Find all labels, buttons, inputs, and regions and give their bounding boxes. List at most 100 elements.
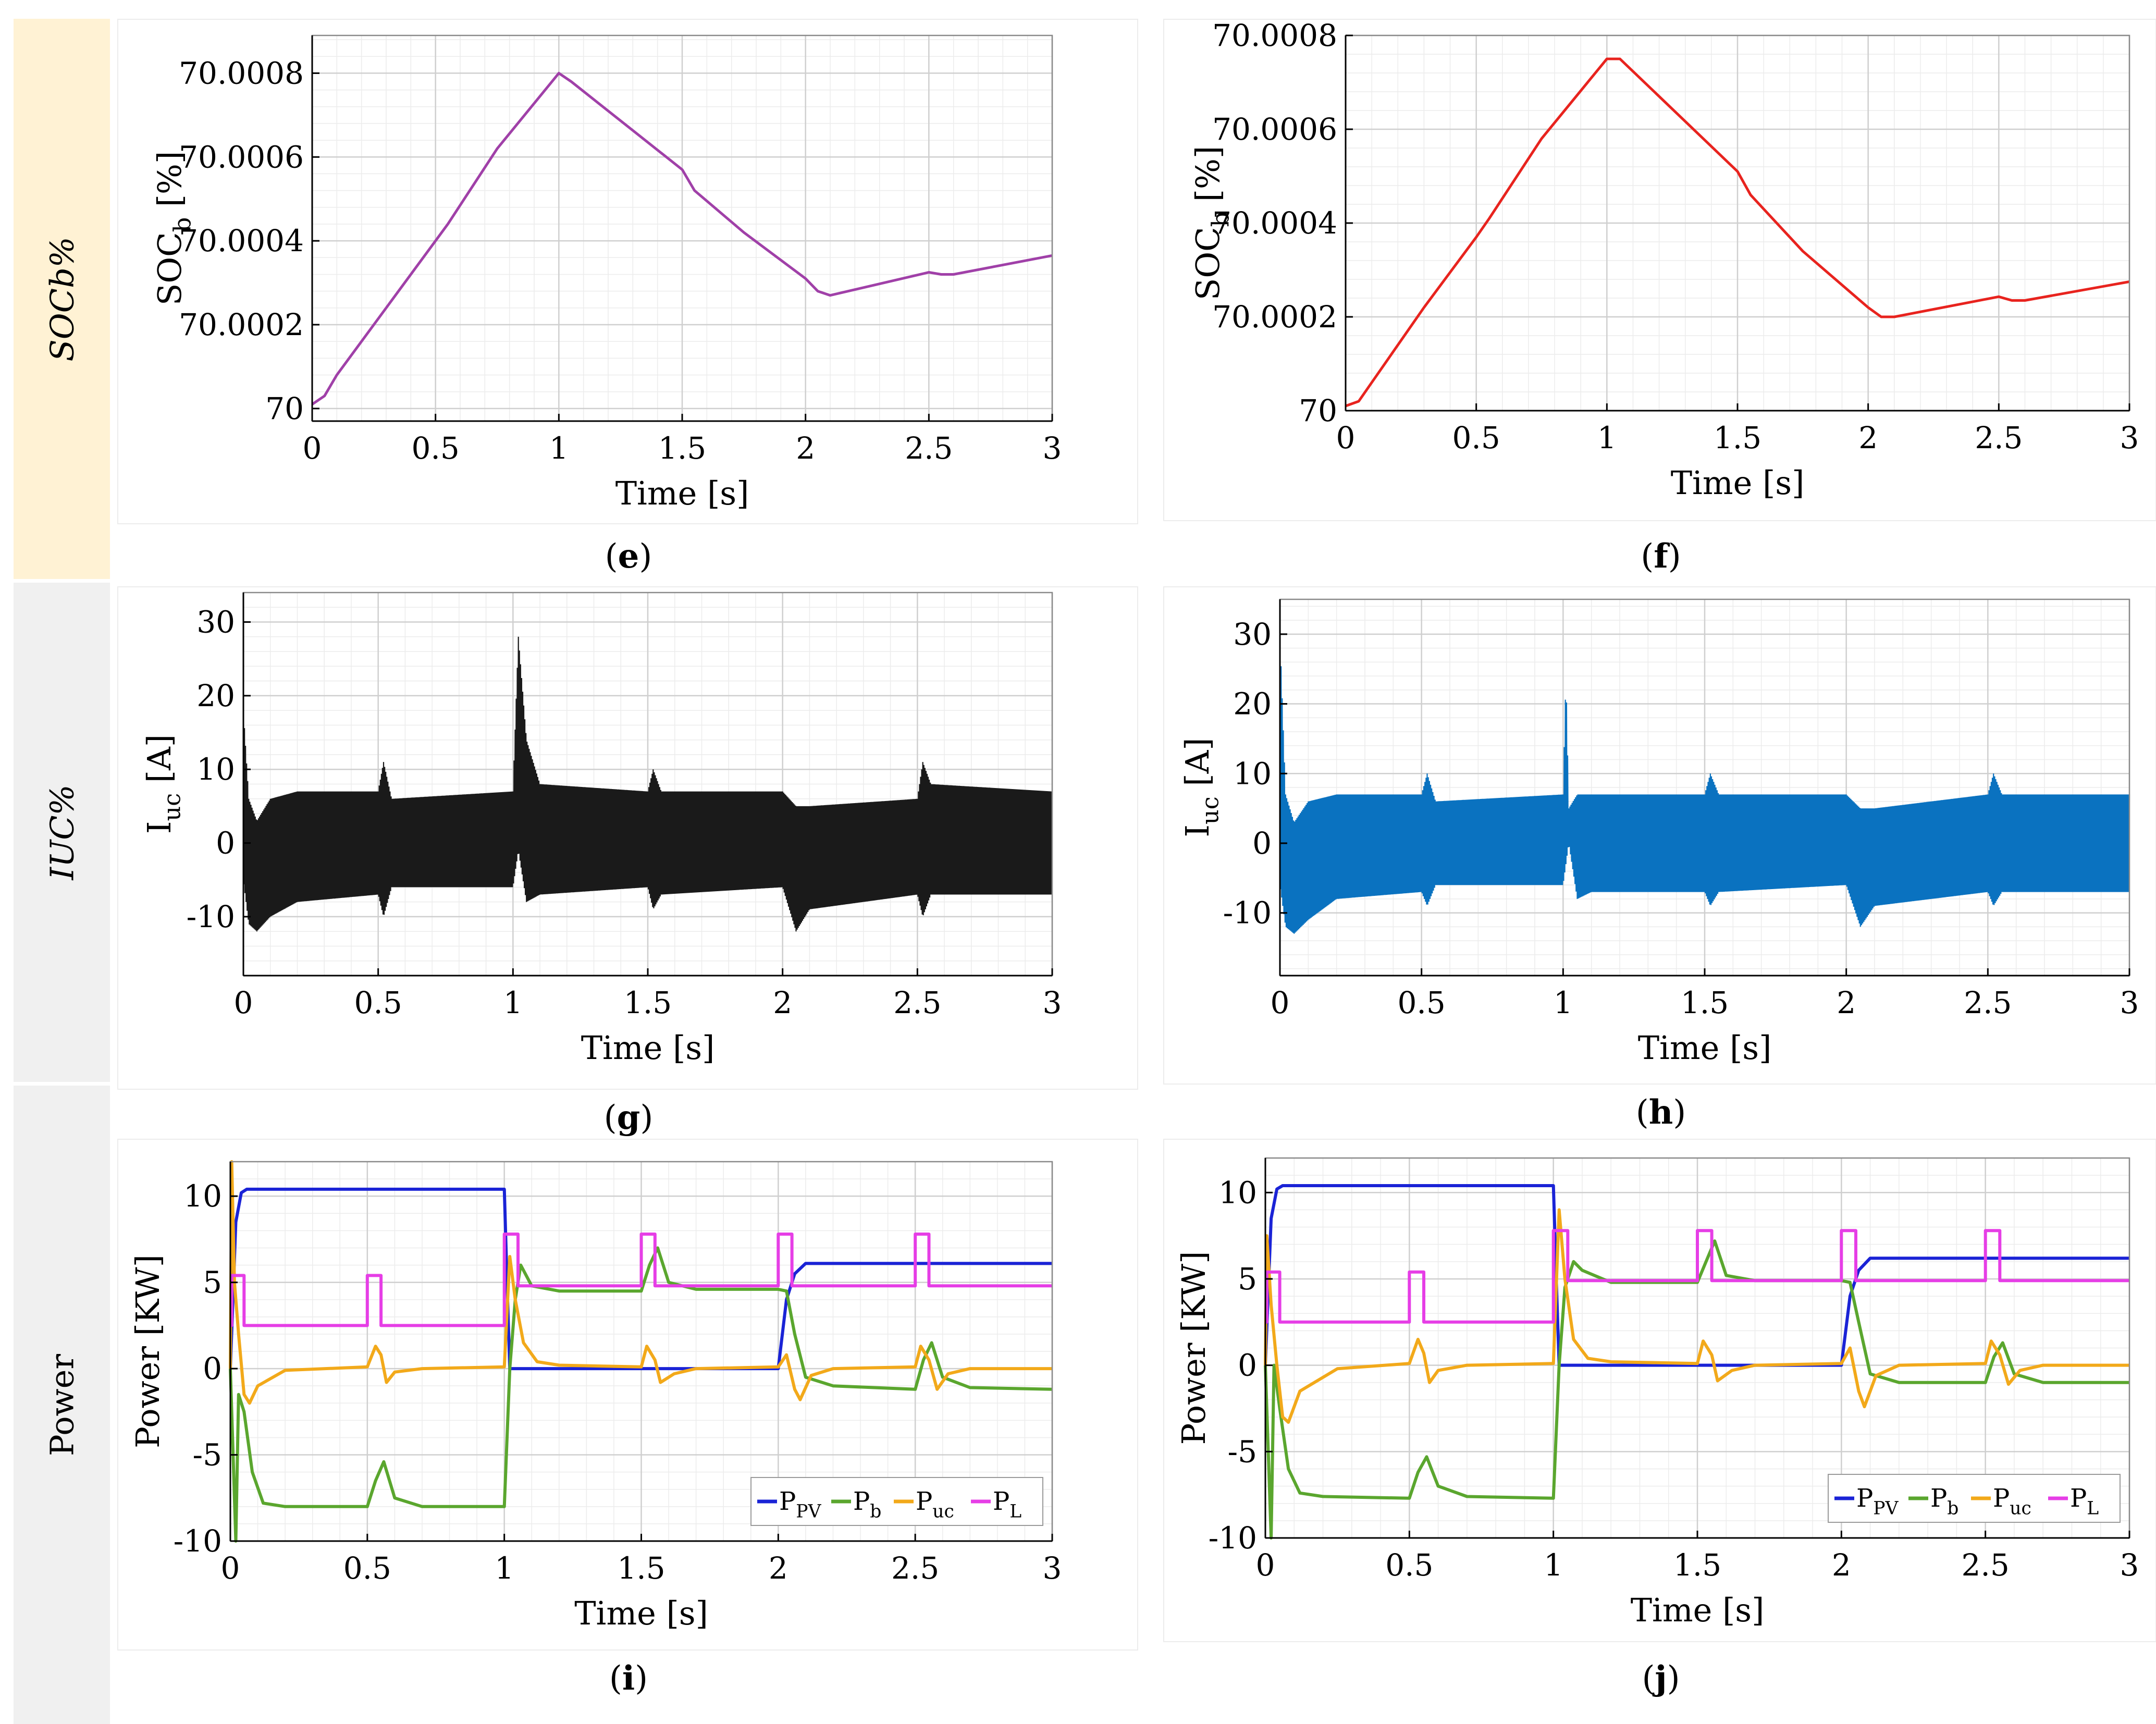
caption-e-letter: e [618,537,639,576]
y-axis-label: Power [KW] [129,1254,167,1448]
x-tick-label: 2 [773,985,792,1020]
y-tick-label: -10 [187,899,235,934]
y-tick-label: 70.0006 [179,139,304,175]
x-tick-label: 1.5 [1714,420,1761,455]
chart-h: 0 0.5 1 1.5 2 2.5 3 -10 0 10 20 30 Time [s] Iuc [A] [1178,598,2139,1067]
caption-i-letter: i [622,1659,635,1698]
row-label-power-text: Power [43,1353,81,1456]
legend-label-P_L: PL [2070,1484,2099,1519]
y-tick-label: 10 [1233,756,1272,791]
y-axis-label: SOCb [%] [151,151,196,305]
legend-label-P_uc: Puc [916,1487,954,1522]
row-label-power: Power [14,1086,110,1724]
x-tick-label: 0 [1271,985,1290,1020]
y-tick-label: 70 [265,391,304,426]
caption-h-letter: h [1648,1093,1673,1132]
row-label-iuc: IUC% [14,583,110,1082]
y-tick-label: 70.0004 [1212,205,1337,241]
chart-panel-h: 0 0.5 1 1.5 2 2.5 3 -10 0 10 20 30 Time [s] Iuc [A] [1163,586,2156,1085]
x-tick-label: 2.5 [1975,420,2023,455]
x-axis-label: Time [s] [1638,1029,1772,1067]
legend-label-P_PV: PPV [779,1487,822,1522]
x-tick-label: 1.5 [1681,985,1729,1020]
caption-g-letter: g [617,1098,640,1137]
x-axis-label: Time [s] [574,1594,708,1632]
y-tick-label: 5 [203,1265,222,1300]
y-tick-label: -10 [174,1523,222,1559]
series-line-P_b [229,1246,1053,1543]
legend-label-P_b: Pb [1930,1484,1958,1519]
chart-f: 0 0.5 1 1.5 2 2.5 3 70 70.0002 70.0004 70.0006 70.0… [1189,20,2139,502]
y-tick-label: 5 [1238,1261,1257,1297]
series-line-iuc_h [1279,634,2130,934]
series-line-P_PV [229,1187,1052,1371]
y-axis-label: Power [KW] [1175,1251,1213,1445]
series-line-P_PV [1264,1184,2129,1367]
chart-panel-e: 0 0.5 1 1.5 2 2.5 3 70 70.0002 70.0004 70.0006 70.0… [117,19,1138,524]
x-tick-label: 1 [1597,420,1617,455]
y-tick-label: 30 [196,605,235,640]
y-tick-label: 20 [196,678,235,713]
y-tick-label: 30 [1233,617,1272,652]
series-line-iuc_g [242,636,1053,932]
chart-e: 0 0.5 1 1.5 2 2.5 3 70 70.0002 70.0004 70.0006 70.0… [151,34,1062,512]
y-tick-label: 0 [1238,1348,1257,1383]
series-line-soc_f [1345,57,2130,408]
x-tick-label: 1.5 [624,985,672,1020]
chart-panel-j: 0 0.5 1 1.5 2 2.5 3 -10 -5 0 5 10 Time [s] Power [KW]… [1163,1139,2156,1642]
x-tick-label: 0.5 [354,985,402,1020]
chart-panel-g: 0 0.5 1 1.5 2 2.5 3 -10 0 10 20 30 Time [s] Iuc [A] [117,586,1138,1090]
x-tick-label: 3 [2120,985,2139,1020]
x-tick-label: 1.5 [617,1550,665,1586]
y-axis-label: Iuc [A] [1178,737,1224,837]
x-tick-label: 1 [1554,985,1573,1020]
chart-panel-f: 0 0.5 1 1.5 2 2.5 3 70 70.0002 70.0004 70.0006 70.0… [1163,19,2156,521]
y-tick-label: 10 [196,752,235,787]
legend-label-P_b: Pb [853,1487,881,1522]
row-label-iuc-text: IUC% [43,784,81,880]
y-tick-label: -5 [1228,1434,1258,1469]
y-tick-label: 10 [1218,1175,1257,1210]
y-tick-label: 0 [203,1351,222,1386]
y-tick-label: 70.0004 [179,223,304,258]
caption-f: (f) [1641,537,1681,576]
y-tick-label: -10 [1223,895,1272,931]
legend-label-P_L: PL [993,1487,1021,1522]
series-line-P_uc [229,1160,1052,1405]
x-axis-label: Time [s] [1671,464,1805,502]
caption-g: (g) [603,1098,654,1137]
x-axis-label: Time [s] [1631,1591,1765,1629]
y-tick-label: 0 [216,826,235,861]
series-line-soc_e [311,71,1053,405]
x-tick-label: 3 [1043,430,1062,466]
x-tick-label: 2.5 [905,430,953,466]
x-tick-label: 3 [1043,1550,1062,1586]
row-label-soc: SOCb% [14,19,110,579]
series-line-P_uc [1264,1208,2129,1424]
legend-label-P_uc: Puc [1993,1484,2031,1519]
chart-i: 0 0.5 1 1.5 2 2.5 3 -10 -5 0 5 10 Time [s] Power [KW]… [129,1160,1062,1632]
x-axis-label: Time [s] [615,474,749,512]
x-tick-label: 2.5 [1964,985,2012,1020]
caption-j-letter: j [1655,1659,1667,1698]
y-tick-label: -10 [1209,1520,1257,1556]
x-tick-label: 0.5 [412,430,460,466]
y-tick-label: 10 [183,1178,222,1214]
x-tick-label: 3 [2120,420,2139,455]
x-tick-label: 1 [549,430,569,466]
x-tick-label: 2 [1832,1547,1851,1583]
series-line-P_L [1265,1229,2129,1324]
chart-g: 0 0.5 1 1.5 2 2.5 3 -10 0 10 20 30 Time [s] Iuc [A] [140,592,1062,1067]
row-label-soc-text: SOCb% [43,236,81,362]
x-tick-label: 2.5 [891,1550,939,1586]
legend-label-P_PV: PPV [1856,1484,1899,1519]
x-tick-label: 0 [221,1550,240,1586]
chart-j: 0 0.5 1 1.5 2 2.5 3 -10 -5 0 5 10 Time [s] Power [KW]… [1175,1157,2139,1629]
x-tick-label: 0.5 [1452,420,1500,455]
x-tick-label: 1.5 [1673,1547,1721,1583]
x-axis-label: Time [s] [581,1029,715,1067]
y-tick-label: 70.0008 [1212,20,1337,53]
x-tick-label: 1.5 [658,430,706,466]
x-tick-label: 1 [495,1550,514,1586]
y-tick-label: 70.0006 [1212,112,1337,147]
